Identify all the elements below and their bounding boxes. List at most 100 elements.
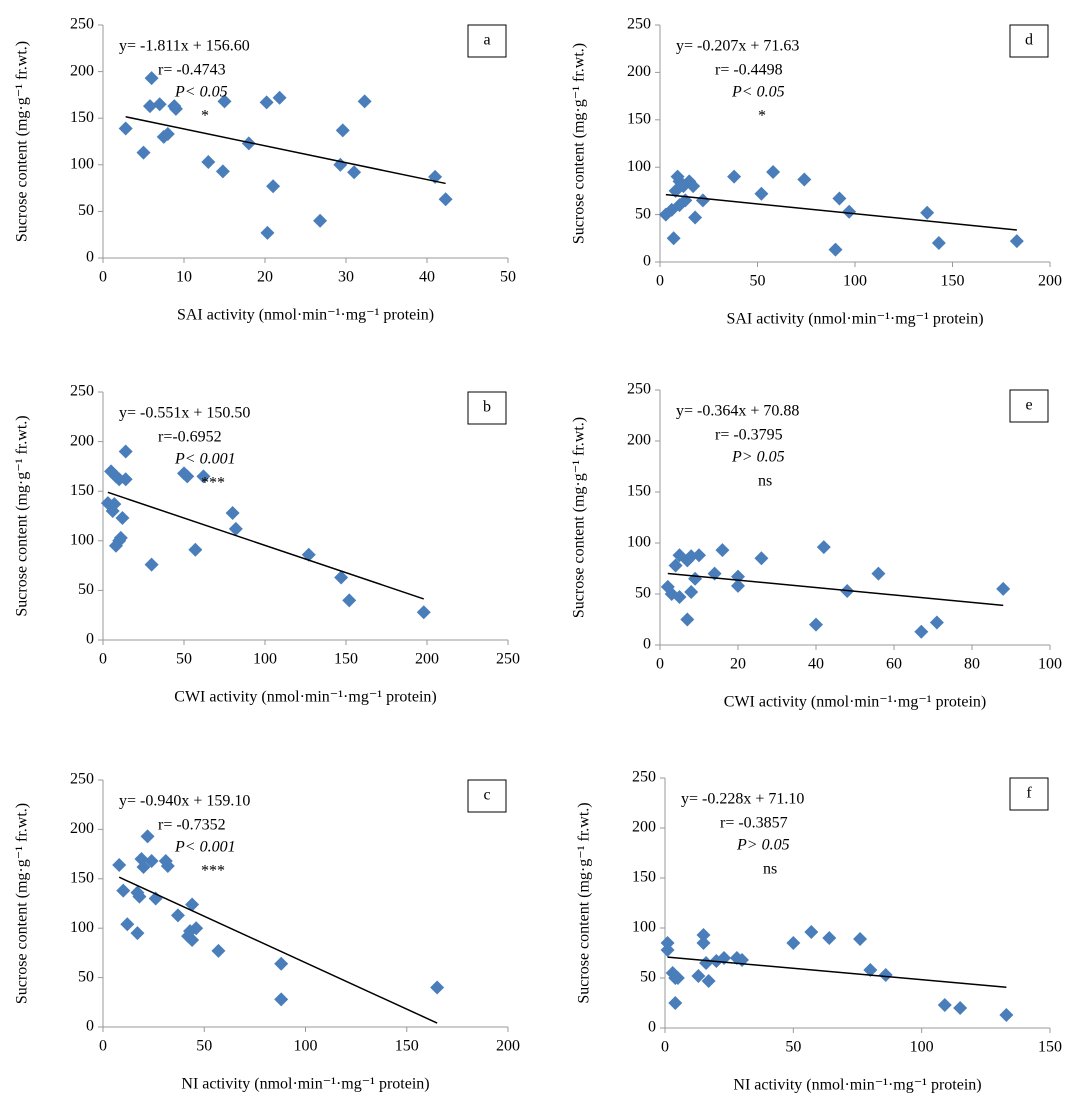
point	[920, 205, 935, 220]
point	[786, 936, 801, 950]
x-tick-label: 30	[338, 269, 354, 286]
point	[118, 121, 133, 136]
y-tick-label: 150	[70, 109, 94, 126]
point	[116, 883, 131, 898]
panel-label: b	[483, 399, 491, 416]
y-axis-label: Sucrose content (mg·g⁻¹ fr.wt.)	[571, 417, 588, 618]
y-tick-label: 150	[627, 483, 651, 500]
point	[731, 578, 745, 593]
point	[115, 510, 130, 525]
y-tick-label: 200	[627, 63, 651, 80]
significance: ***	[201, 863, 225, 880]
r-value: r= -0.4743	[158, 62, 226, 79]
y-tick-label: 250	[632, 769, 656, 786]
significance: ns	[758, 473, 772, 490]
x-tick-label: 50	[785, 1039, 801, 1056]
point	[680, 612, 695, 627]
point	[228, 521, 243, 536]
point	[871, 566, 886, 581]
y-tick-label: 0	[643, 636, 651, 653]
y-tick-label: 50	[640, 969, 656, 986]
point	[272, 90, 287, 105]
point	[215, 164, 230, 179]
x-axis-label: CWI activity (nmol·min⁻¹·mg⁻¹ protein)	[724, 694, 986, 711]
y-tick-label: 250	[70, 771, 94, 788]
r-value: r=-0.6952	[158, 429, 222, 446]
x-tick-label: 10	[176, 269, 192, 286]
point	[211, 943, 226, 958]
point	[699, 956, 714, 970]
point	[686, 179, 701, 194]
y-axis-label: Sucrose content (mg·g⁻¹ fr.wt.)	[14, 415, 31, 616]
point	[666, 231, 681, 246]
x-tick-label: 0	[656, 656, 664, 673]
panel-label: f	[1026, 785, 1032, 802]
point	[754, 186, 769, 201]
point	[168, 101, 183, 116]
point	[931, 236, 946, 251]
y-tick-label: 100	[627, 534, 651, 551]
y-tick-label: 100	[70, 155, 94, 172]
x-tick-label: 150	[941, 273, 965, 290]
point	[832, 191, 847, 206]
point	[259, 95, 274, 110]
x-tick-label: 60	[886, 656, 902, 673]
regression-line	[107, 491, 424, 600]
point	[863, 963, 878, 977]
x-axis-label: NI activity (nmol·min⁻¹·mg⁻¹ protein)	[733, 1077, 981, 1094]
significance: *	[201, 108, 209, 125]
x-tick-label: 40	[808, 656, 824, 673]
point	[201, 155, 216, 170]
point	[241, 136, 256, 151]
x-tick-label: 100	[294, 1038, 318, 1055]
y-tick-label: 250	[70, 383, 94, 400]
panel-label-box	[467, 24, 507, 58]
r-value: r= -0.3795	[715, 427, 783, 444]
point	[185, 897, 200, 912]
x-tick-label: 50	[176, 651, 192, 668]
x-tick-label: 150	[334, 651, 358, 668]
equation: y= -1.811x + 156.60	[119, 38, 250, 55]
y-axis-label: Sucrose content (mg·g⁻¹ fr.wt.)	[576, 802, 593, 1003]
point	[112, 857, 127, 872]
point	[416, 605, 431, 620]
point	[809, 617, 823, 632]
point	[170, 908, 185, 923]
p-value: P< 0.05	[731, 84, 785, 101]
point	[816, 540, 831, 555]
x-axis-label: SAI activity (nmol·min⁻¹·mg⁻¹ protein)	[726, 311, 983, 328]
y-tick-label: 0	[648, 1019, 656, 1036]
x-tick-label: 150	[1038, 1039, 1062, 1056]
point	[766, 164, 781, 179]
y-tick-label: 200	[70, 432, 94, 449]
y-tick-label: 150	[632, 869, 656, 886]
point	[670, 971, 685, 985]
point	[335, 123, 350, 138]
y-tick-label: 200	[70, 62, 94, 79]
point	[136, 145, 151, 160]
point	[142, 99, 157, 114]
point	[754, 551, 769, 566]
point	[696, 936, 711, 950]
equation: y= -0.364x + 70.88	[676, 403, 799, 420]
point	[118, 472, 133, 487]
point	[731, 569, 745, 584]
point	[692, 548, 706, 563]
point	[196, 469, 211, 484]
point	[180, 469, 195, 484]
point	[274, 992, 289, 1007]
point	[937, 998, 952, 1012]
x-tick-label: 200	[415, 651, 439, 668]
regression-line	[667, 956, 1007, 988]
y-tick-label: 0	[86, 1018, 94, 1035]
p-value: P> 0.05	[736, 837, 790, 854]
point	[727, 169, 742, 184]
point	[107, 497, 122, 512]
point	[188, 542, 203, 557]
point	[715, 543, 730, 558]
equation: y= -0.940x + 159.10	[119, 793, 250, 810]
point	[118, 444, 133, 459]
x-tick-label: 100	[253, 651, 277, 668]
point	[189, 921, 204, 936]
